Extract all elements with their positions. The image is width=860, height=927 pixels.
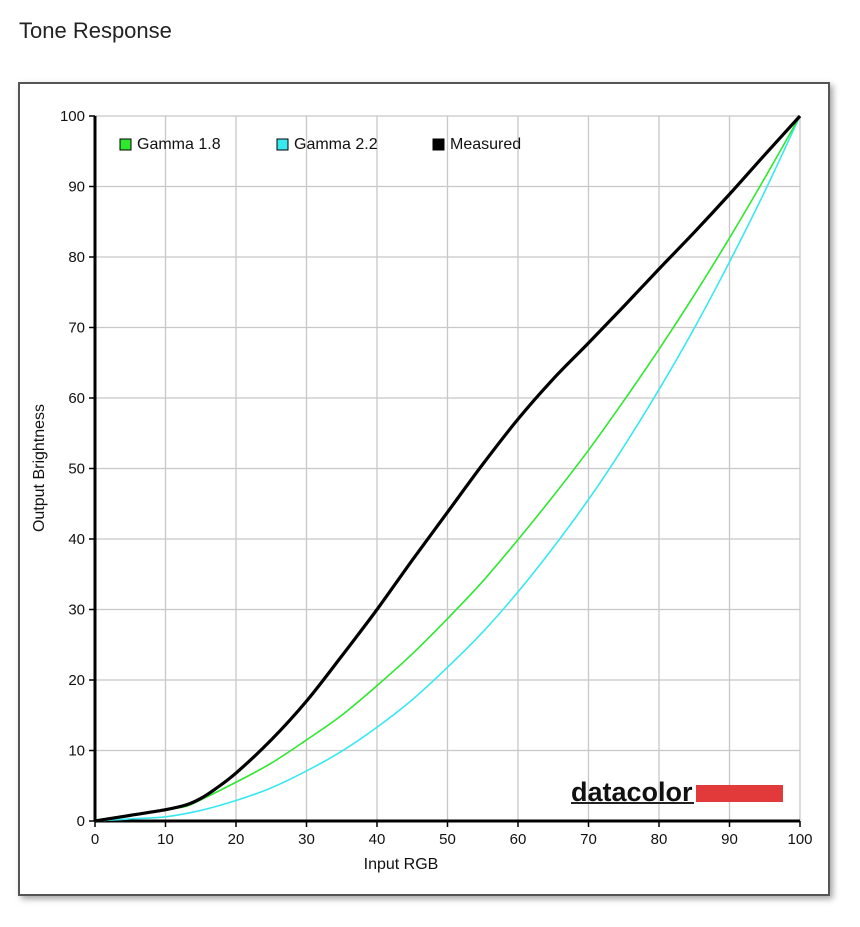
legend-label: Gamma 2.2	[294, 136, 378, 153]
y-tick-label: 0	[77, 813, 85, 830]
legend-swatch	[276, 138, 289, 151]
y-tick-label: 60	[68, 390, 85, 407]
y-tick-label: 30	[68, 602, 85, 619]
y-tick-label: 40	[68, 531, 85, 548]
y-tick-label: 90	[68, 179, 85, 196]
grid	[95, 115, 801, 821]
y-tick-label: 20	[68, 672, 85, 689]
datacolor-logo: datacolor	[571, 777, 783, 807]
series-lines	[94, 114, 802, 823]
x-tick-label: 80	[651, 831, 668, 848]
y-axis-label: Output Brightness	[31, 404, 48, 532]
y-tick-label: 70	[68, 320, 85, 337]
x-tick-label: 100	[787, 831, 812, 848]
page-title: Tone Response	[19, 18, 172, 43]
y-tick-label: 50	[68, 461, 85, 478]
x-tick-label: 70	[580, 831, 597, 848]
x-tick-label: 50	[439, 831, 456, 848]
y-tick-label: 10	[68, 743, 85, 760]
x-tick-label: 30	[298, 831, 315, 848]
tone-response-chart: 0 10 20 30 40 50 60 70 80 90 100 0 10 20 30 40 50 60 70 80 9…	[31, 108, 813, 873]
legend-label: Gamma 1.8	[137, 136, 221, 153]
x-tick-label: 90	[721, 831, 738, 848]
x-tick-label: 10	[157, 831, 174, 848]
series-line-measured	[94, 114, 802, 823]
legend-swatch	[432, 138, 445, 151]
x-tick-label: 60	[510, 831, 527, 848]
x-tick-label: 20	[228, 831, 245, 848]
chart-frame: 0 10 20 30 40 50 60 70 80 90 100 0 10 20 30 40 50 60 70 80 9…	[18, 82, 830, 896]
datacolor-logo-bar	[696, 785, 783, 802]
axes: 0 10 20 30 40 50 60 70 80 90 100 0 10 20 30 40 50 60 70 80 9…	[60, 108, 813, 848]
legend: Gamma 1.8 Gamma 2.2 Measured	[119, 136, 521, 153]
x-tick-label: 0	[91, 831, 99, 848]
legend-swatch	[119, 138, 132, 151]
y-tick-label: 80	[68, 249, 85, 266]
x-tick-label: 40	[369, 831, 386, 848]
series-line-gamma-2-2	[94, 115, 801, 822]
legend-label: Measured	[450, 136, 521, 153]
x-axis-label: Input RGB	[364, 856, 439, 873]
y-tick-label: 100	[60, 108, 85, 125]
